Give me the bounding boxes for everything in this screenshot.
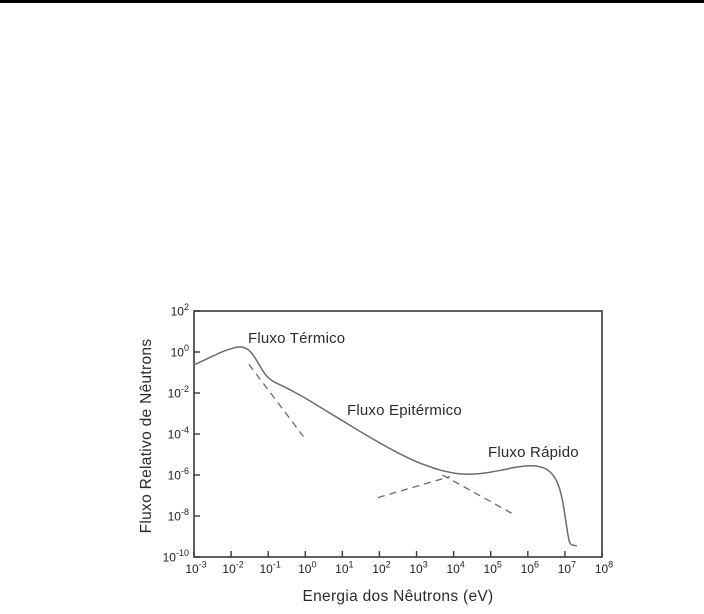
- x-tick-label: 107: [558, 560, 576, 577]
- annotation-fluxo-epitermico: Fluxo Epitérmico: [347, 402, 462, 419]
- x-tick-label: 10-1: [259, 560, 280, 577]
- y-tick-label: 10-6: [168, 466, 189, 483]
- y-axis-title: Fluxo Relativo de Nêutrons: [138, 338, 155, 534]
- x-tick-label: 103: [409, 560, 427, 577]
- y-tick-label: 102: [171, 302, 189, 319]
- series-neutron-flux-spectrum: [193, 346, 577, 547]
- x-tick-label: 102: [372, 560, 390, 577]
- annotation-fluxo-rapido: Fluxo Rápido: [488, 444, 579, 461]
- x-tick-label: 105: [484, 560, 502, 577]
- x-tick-label: 104: [446, 560, 464, 577]
- series-epithermal-1-over-E-extrapolation: [442, 474, 516, 516]
- x-tick-label: 108: [595, 560, 613, 577]
- annotation-fluxo-termico: Fluxo Térmico: [248, 330, 346, 347]
- x-tick-label: 10-2: [222, 560, 243, 577]
- x-tick-label: 10-3: [185, 560, 206, 577]
- x-axis-title: Energia dos Nêutrons (eV): [302, 588, 494, 605]
- y-tick-label: 100: [171, 343, 189, 360]
- x-tick-label: 101: [335, 560, 353, 577]
- y-tick-label: 10-4: [168, 425, 189, 442]
- x-tick-label: 106: [521, 560, 539, 577]
- x-tick-label: 100: [298, 560, 316, 577]
- series-thermal-maxwellian-extrapolation: [248, 363, 304, 437]
- plot-box: [193, 310, 603, 558]
- y-tick-label: 10-8: [168, 507, 189, 524]
- top-horizontal-rule: [0, 0, 704, 3]
- y-tick-label: 10-2: [168, 384, 189, 401]
- series-fast-flux-extrapolation: [377, 475, 451, 499]
